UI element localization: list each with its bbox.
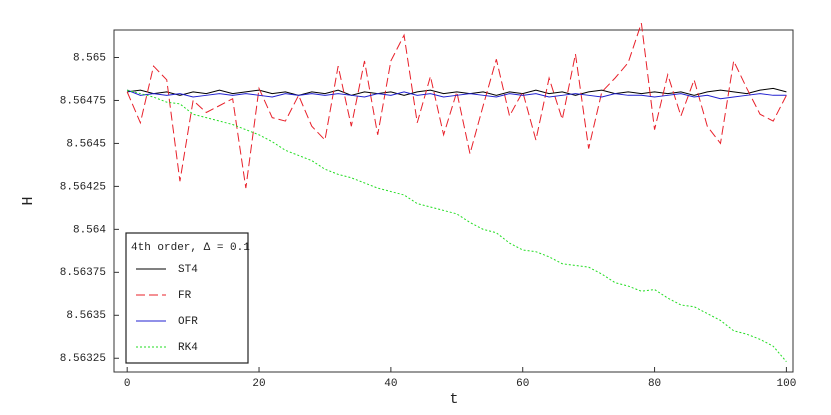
legend-label: FR [178,290,192,302]
x-tick-label: 80 [648,378,661,390]
legend-label: RK4 [178,342,198,354]
y-tick-label: 8.565 [73,52,106,64]
y-tick-label: 8.564 [73,224,106,236]
line-series [127,87,787,96]
x-tick-label: 60 [516,378,529,390]
legend-label: OFR [178,316,198,328]
x-tick-label: 100 [777,378,797,390]
y-tick-label: 8.56375 [60,267,106,279]
y-tick-label: 8.5645 [66,138,106,150]
x-tick-label: 20 [252,378,265,390]
x-tick-label: 0 [124,378,131,390]
y-tick-label: 8.56425 [60,181,106,193]
x-axis-title: t [449,391,458,408]
plot-frame [113,29,794,373]
legend-box [125,232,249,364]
y-tick-label: 8.5635 [66,310,106,322]
legend-title: 4th order, Δ = 0.1 [131,242,250,254]
legend-label: ST4 [178,264,198,276]
y-axis-title: H [20,196,37,205]
y-tick-label: 8.56475 [60,95,106,107]
x-tick-label: 40 [384,378,397,390]
line-series [126,22,787,189]
y-tick-label: 8.56325 [60,353,106,365]
legend: 4th order, Δ = 0.1 ST4 FR OFR RK4 [125,232,250,364]
line-series [126,89,787,100]
line-series [127,89,787,363]
